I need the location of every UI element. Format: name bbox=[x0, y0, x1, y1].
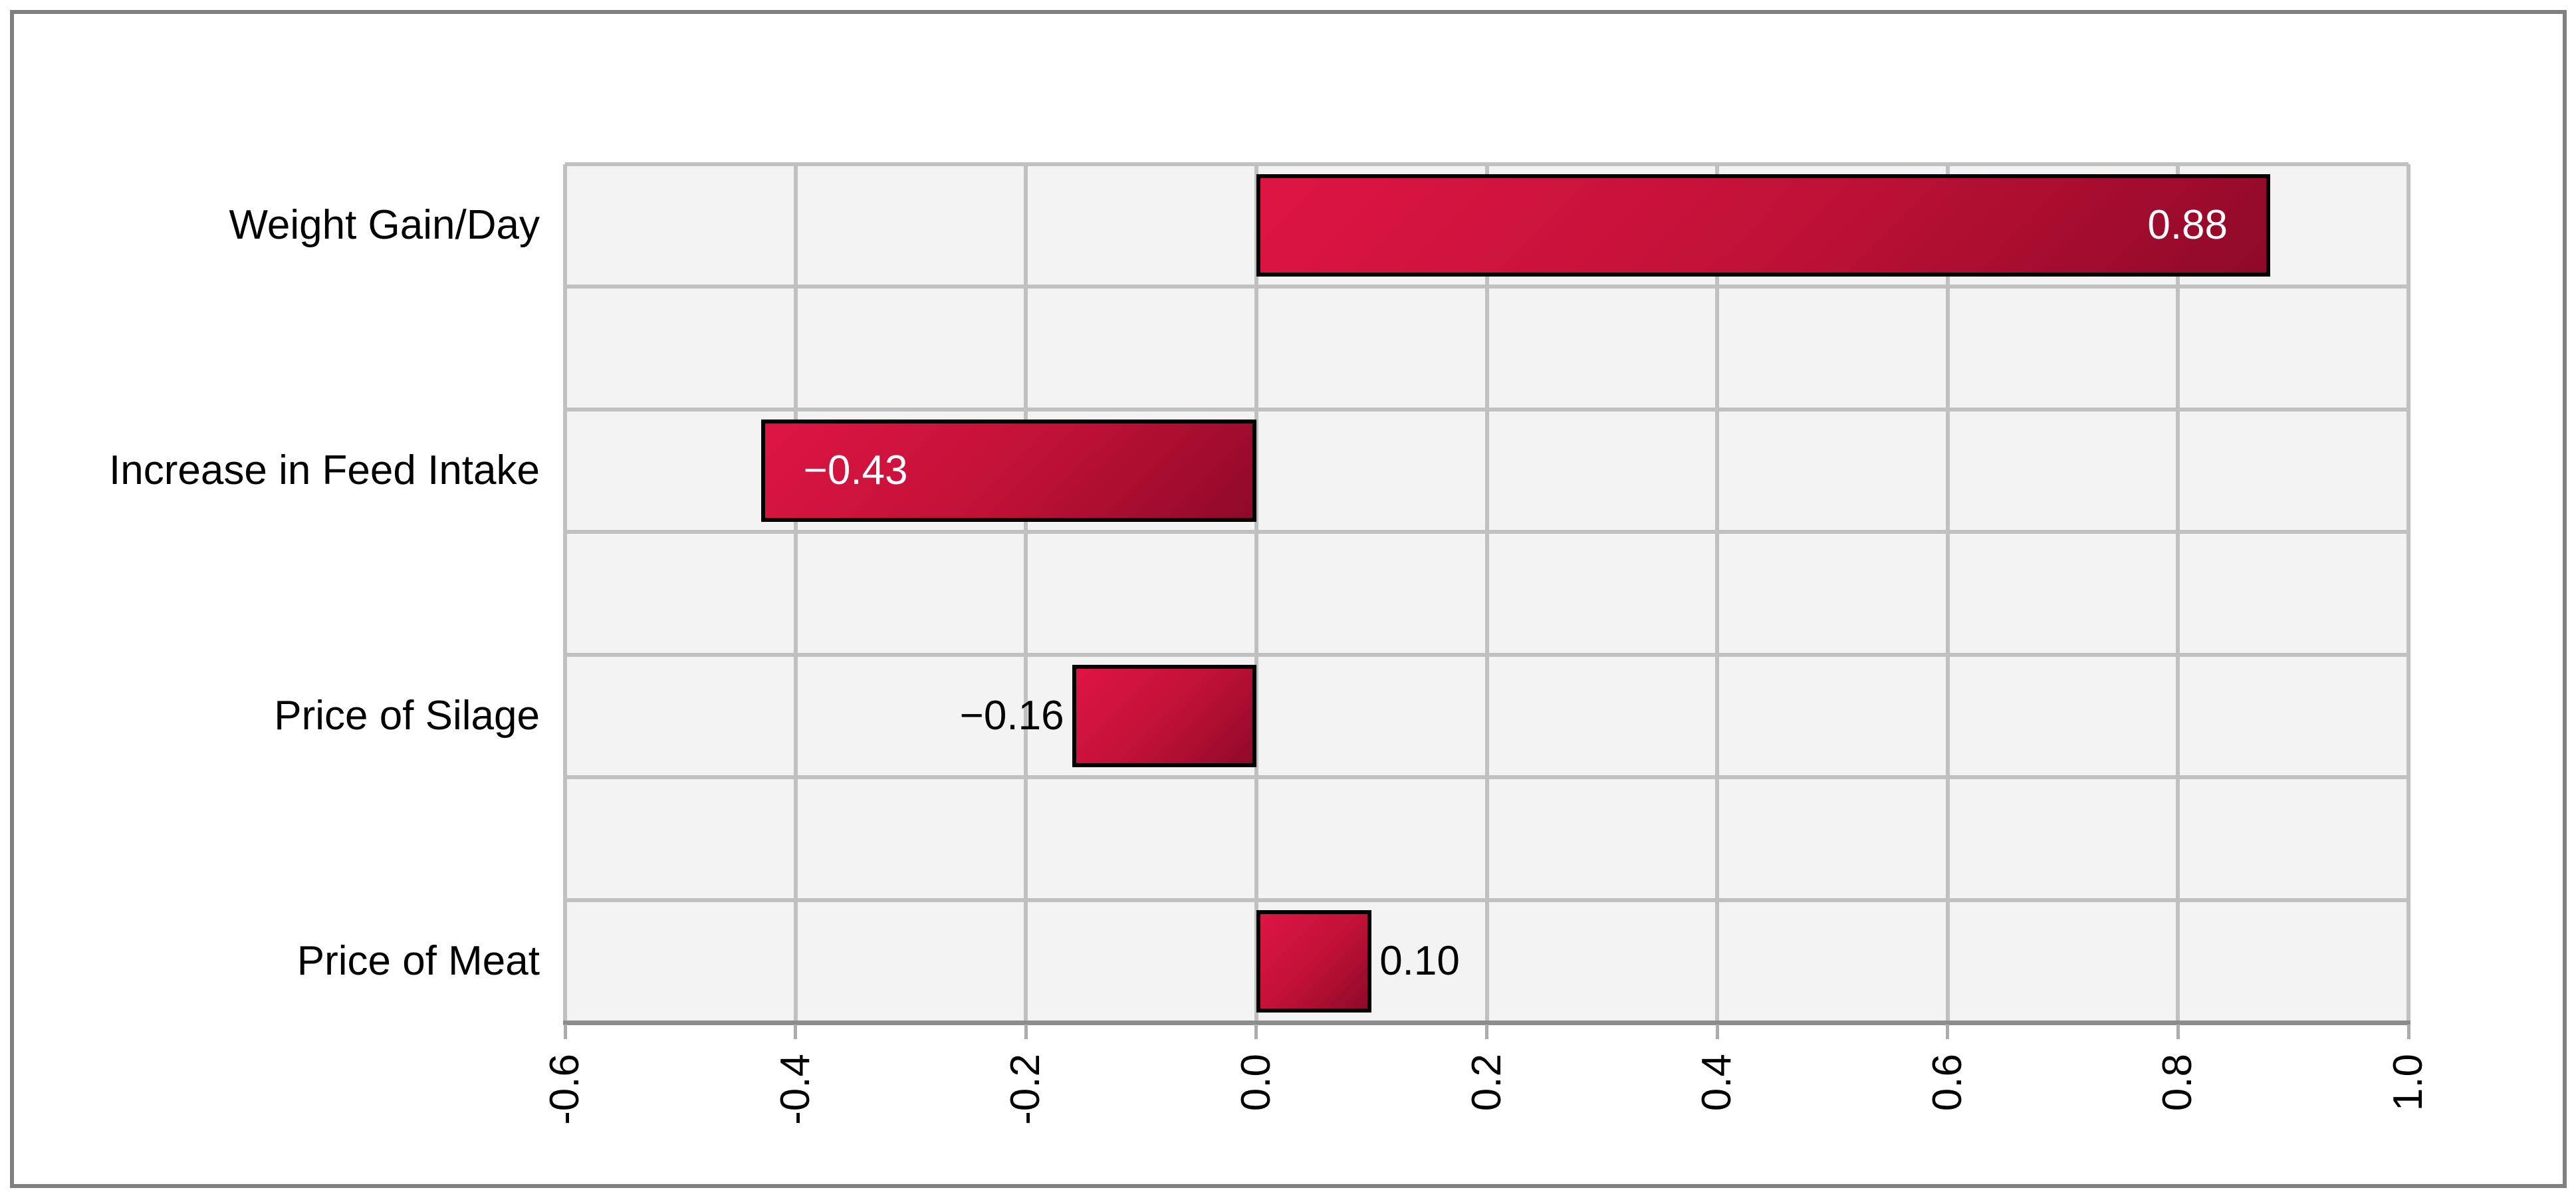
vertical-gridline bbox=[563, 164, 567, 1022]
x-axis-tick bbox=[2176, 1024, 2180, 1039]
vertical-gridline bbox=[2176, 164, 2180, 1022]
vertical-gridline bbox=[794, 164, 798, 1022]
plot-area: 0.88 −0.43 −0.16 0.10 bbox=[563, 162, 2410, 1025]
bar bbox=[1072, 664, 1256, 767]
x-axis-tick-label: -0.2 bbox=[1002, 1054, 1049, 1125]
x-axis-tick-label: 1.0 bbox=[2385, 1054, 2431, 1112]
x-axis-tick-label: 0.0 bbox=[1232, 1054, 1279, 1112]
bar-value-label: 0.10 bbox=[1379, 937, 1460, 984]
category-label: Weight Gain/Day bbox=[229, 202, 540, 248]
x-axis-tick-label: -0.4 bbox=[772, 1054, 818, 1125]
x-axis-tick-label: 0.2 bbox=[1463, 1054, 1510, 1112]
x-axis-line bbox=[563, 1020, 2410, 1025]
x-axis-tick-label: -0.6 bbox=[542, 1054, 588, 1125]
x-axis-tick bbox=[1946, 1024, 1950, 1039]
vertical-gridline bbox=[1254, 164, 1258, 1022]
vertical-gridline bbox=[1715, 164, 1719, 1022]
x-axis-tick-label: 0.8 bbox=[2155, 1054, 2201, 1112]
x-axis-tick bbox=[794, 1024, 798, 1039]
x-axis-tick-label: 0.6 bbox=[1924, 1054, 1970, 1112]
bar-value-label: −0.16 bbox=[959, 692, 1064, 739]
x-axis-tick bbox=[1485, 1024, 1488, 1039]
x-axis-tick bbox=[563, 1024, 567, 1039]
bar-value-label: −0.43 bbox=[803, 447, 908, 494]
vertical-gridline bbox=[1946, 164, 1950, 1022]
x-axis-tick bbox=[1024, 1024, 1028, 1039]
bar bbox=[1256, 909, 1372, 1013]
x-axis-tick-label: 0.4 bbox=[1694, 1054, 1740, 1112]
category-label: Price of Silage bbox=[274, 692, 540, 739]
x-axis-tick bbox=[2406, 1024, 2410, 1039]
x-axis-tick bbox=[1715, 1024, 1719, 1039]
category-label: Price of Meat bbox=[296, 937, 540, 984]
vertical-gridline bbox=[2406, 164, 2410, 1022]
bar-value-label: 0.88 bbox=[2147, 202, 2228, 249]
category-label: Increase in Feed Intake bbox=[109, 447, 540, 493]
bar: 0.88 bbox=[1256, 174, 2271, 277]
vertical-gridline bbox=[1024, 164, 1028, 1022]
vertical-gridline bbox=[1485, 164, 1489, 1022]
bar: −0.43 bbox=[761, 420, 1256, 523]
x-axis-tick bbox=[1254, 1024, 1258, 1039]
